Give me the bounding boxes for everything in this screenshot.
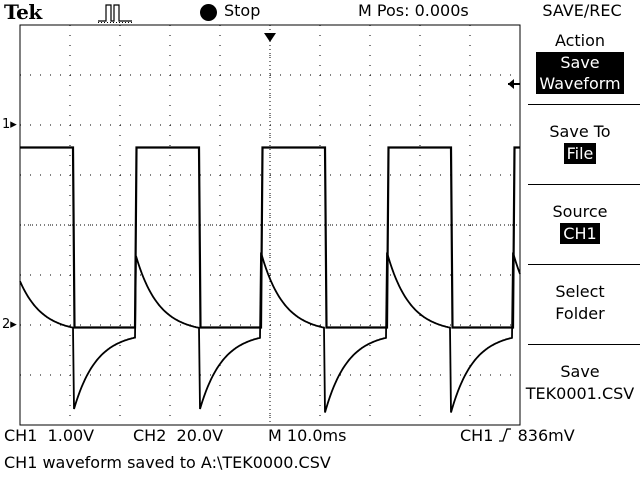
ch1-trace — [20, 146, 520, 329]
menu-divider — [528, 104, 640, 105]
menu-source-value: CH1 — [560, 223, 600, 244]
ch2-trace — [19, 252, 521, 413]
run-state-label: Stop — [224, 1, 261, 20]
menu-source[interactable]: Source CH1 — [520, 201, 640, 245]
filled-circle-icon — [200, 4, 217, 21]
menu-action-label: Action — [554, 31, 606, 50]
ch1-ground-marker: 1▸ — [2, 117, 17, 132]
ch2-scale-readout: CH2 20.0V — [133, 426, 224, 445]
menu-title: SAVE/REC — [542, 1, 622, 20]
menu-divider — [528, 344, 640, 345]
status-message: CH1 waveform saved to A:\TEK0000.CSV — [4, 453, 331, 472]
menu-source-label: Source — [552, 202, 608, 221]
waveform-traces — [19, 146, 521, 413]
menu-save-to-label: Save To — [549, 122, 611, 141]
trigger-position-marker — [264, 33, 276, 42]
pulse-trigger-icon — [98, 4, 132, 23]
menu-action[interactable]: Action Save Waveform — [520, 30, 640, 94]
top-status-bar: Tek Stop M Pos: 0.000s SAVE/REC — [0, 0, 640, 26]
rising-edge-icon — [499, 428, 512, 442]
ch1-scale-readout: CH1 1.00V — [4, 426, 95, 445]
ch2-ground-marker: 2▸ — [2, 317, 17, 332]
menu-divider — [528, 264, 640, 265]
menu-divider — [528, 184, 640, 185]
graticule-grid — [19, 24, 521, 426]
menu-action-value: Save Waveform — [536, 52, 624, 94]
save-recall-menu: Action Save Waveform Save To File Source… — [520, 24, 640, 424]
timebase-readout: M 10.0ms — [268, 426, 347, 445]
menu-save-filename: TEK0001.CSV — [525, 384, 635, 403]
horizontal-position-readout: M Pos: 0.000s — [358, 1, 469, 20]
brand-logo: Tek — [4, 0, 42, 24]
trigger-level-marker — [508, 79, 520, 89]
menu-save-file[interactable]: Save TEK0001.CSV — [520, 361, 640, 405]
menu-save-to[interactable]: Save To File — [520, 121, 640, 165]
trigger-readout: CH1 836mV — [460, 426, 575, 445]
menu-save-to-value: File — [563, 143, 597, 164]
menu-select-folder[interactable]: Select Folder — [555, 282, 605, 323]
